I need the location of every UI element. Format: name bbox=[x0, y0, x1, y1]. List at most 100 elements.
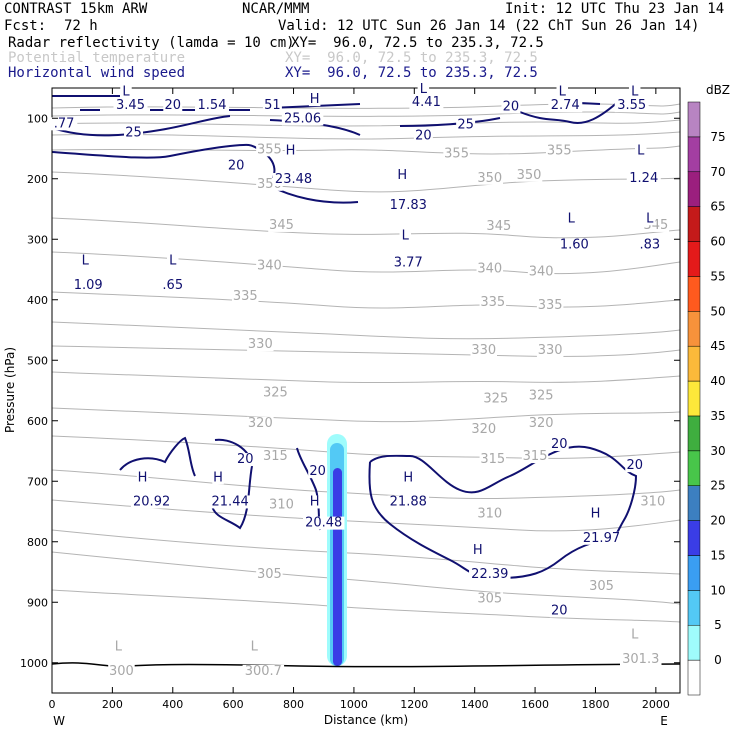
wind-label-bg bbox=[113, 99, 148, 113]
extremum-label-bg bbox=[556, 85, 568, 99]
theta-label-bg bbox=[482, 392, 510, 406]
y-tick-label: 300 bbox=[27, 233, 48, 246]
wind-label-bg bbox=[71, 278, 106, 292]
theta-label: 340 bbox=[257, 259, 282, 274]
theta-label: 305 bbox=[589, 579, 614, 594]
wind-label-bg bbox=[548, 99, 583, 113]
wind-label: 21.97 bbox=[583, 531, 620, 546]
theta-line bbox=[52, 131, 680, 140]
theta-line bbox=[52, 345, 680, 358]
theta-line bbox=[52, 111, 680, 117]
x-axis-title: Distance (km) bbox=[324, 713, 408, 727]
colorbar-level-label: 30 bbox=[710, 444, 725, 458]
wind-label-bg bbox=[209, 495, 251, 509]
wind-label-bg bbox=[636, 238, 664, 252]
surface-label-bg bbox=[108, 664, 135, 678]
surface-label-bg bbox=[112, 640, 125, 654]
wind-label: 51 bbox=[264, 98, 281, 113]
theta-label-bg bbox=[479, 453, 507, 467]
colorbar-level-label: 10 bbox=[710, 583, 725, 597]
wind-label-bg bbox=[130, 495, 173, 509]
theta-label: 310 bbox=[269, 497, 294, 512]
wind-label: 3.77 bbox=[394, 255, 423, 270]
colorbar-swatch bbox=[687, 136, 701, 173]
wind-label: 21.88 bbox=[390, 494, 427, 509]
theta-label: 350 bbox=[477, 171, 502, 186]
theta-label: 355 bbox=[257, 142, 282, 157]
extremum-label: L bbox=[568, 211, 576, 226]
colorbar-level-label: 20 bbox=[710, 514, 725, 528]
model-title: CONTRAST 15km ARW bbox=[4, 1, 148, 17]
surface-label: L bbox=[631, 628, 639, 643]
wind-label: 20 bbox=[626, 458, 643, 473]
extremum-label: L bbox=[402, 228, 410, 243]
wind-label: 20 bbox=[551, 603, 568, 618]
theta-label: 335 bbox=[480, 295, 505, 310]
valid-time: Valid: 12 UTC Sun 26 Jan 14 (22 ChT Sun … bbox=[278, 18, 700, 34]
wind-label-bg bbox=[387, 495, 430, 509]
wind-label-bg bbox=[409, 96, 444, 110]
extremum-label: L bbox=[631, 84, 639, 99]
theta-label-bg bbox=[231, 289, 259, 303]
wind-label: 21.44 bbox=[212, 494, 249, 509]
wind-label-bg bbox=[549, 604, 569, 618]
surface-label: 301.3 bbox=[622, 652, 659, 667]
wind-label-bg bbox=[159, 278, 187, 292]
wind-line-20 bbox=[52, 143, 359, 204]
extremum-label: L bbox=[82, 254, 90, 269]
wind-label-bg bbox=[387, 199, 430, 212]
theta-label-bg bbox=[476, 507, 504, 521]
wind-label: .65 bbox=[162, 278, 183, 293]
colorbar-level-label: 15 bbox=[710, 548, 725, 562]
theta-label: 340 bbox=[477, 262, 502, 277]
extremum-label: L bbox=[637, 144, 645, 159]
theta-label-bg bbox=[470, 344, 497, 358]
colorbar-level-label: 0 bbox=[714, 653, 722, 667]
field-theta-name: Potential temperature bbox=[8, 50, 186, 66]
theta-label-bg bbox=[256, 259, 283, 273]
wind-label: .77 bbox=[54, 116, 75, 131]
reflectivity-plume bbox=[327, 434, 347, 666]
theta-line bbox=[52, 499, 680, 532]
theta-label-bg bbox=[536, 344, 564, 358]
wind-label: 20 bbox=[228, 159, 245, 174]
plot-frame bbox=[51, 87, 681, 694]
extremum-label-bg bbox=[79, 254, 91, 268]
theta-label: 325 bbox=[483, 392, 508, 407]
axes: 0 200 400 600 800 1000 1200 1400 1600 1800 2000 100… bbox=[20, 88, 680, 711]
theta-label: 335 bbox=[538, 298, 563, 313]
theta-label-bg bbox=[268, 498, 295, 512]
field-reflectivity-name: Radar reflectivity (lamda = 10 cm) bbox=[8, 35, 295, 51]
colorbar-swatch bbox=[687, 415, 701, 452]
colorbar-level-label: 25 bbox=[710, 479, 725, 493]
x-tick-label: 0 bbox=[49, 698, 56, 711]
wind-label-bg bbox=[391, 256, 426, 270]
theta-line bbox=[52, 589, 680, 623]
theta-label-bg bbox=[536, 298, 564, 312]
x-tick-label: 200 bbox=[102, 698, 123, 711]
y-axis-title: Pressure (hPa) bbox=[3, 347, 17, 433]
theta-label: 315 bbox=[263, 449, 288, 464]
theta-label: 355 bbox=[444, 147, 469, 162]
colorbar-swatch bbox=[687, 659, 701, 696]
colorbar-level-label: 75 bbox=[710, 130, 725, 144]
theta-label: 320 bbox=[471, 422, 496, 437]
extremum-label-bg bbox=[120, 85, 132, 99]
y-tick-label: 100 bbox=[27, 112, 48, 125]
wind-label-bg bbox=[226, 159, 246, 173]
wind-label: 23.48 bbox=[275, 172, 312, 187]
theta-label: 320 bbox=[248, 416, 273, 431]
x-axis-east: E bbox=[660, 714, 668, 728]
theta-label-bg bbox=[470, 422, 497, 436]
field-wind-name: Horizontal wind speed bbox=[8, 65, 186, 81]
wind-label-bg bbox=[50, 117, 78, 131]
y-tick-label: 200 bbox=[27, 173, 48, 186]
wind-label-bg bbox=[469, 568, 511, 582]
theta-line bbox=[52, 171, 680, 193]
theta-label: 305 bbox=[257, 567, 282, 582]
theta-label-bg bbox=[476, 592, 504, 606]
wind-label-bg bbox=[549, 437, 569, 451]
theta-label: 310 bbox=[477, 507, 502, 522]
extremum-label-bg bbox=[396, 168, 408, 182]
